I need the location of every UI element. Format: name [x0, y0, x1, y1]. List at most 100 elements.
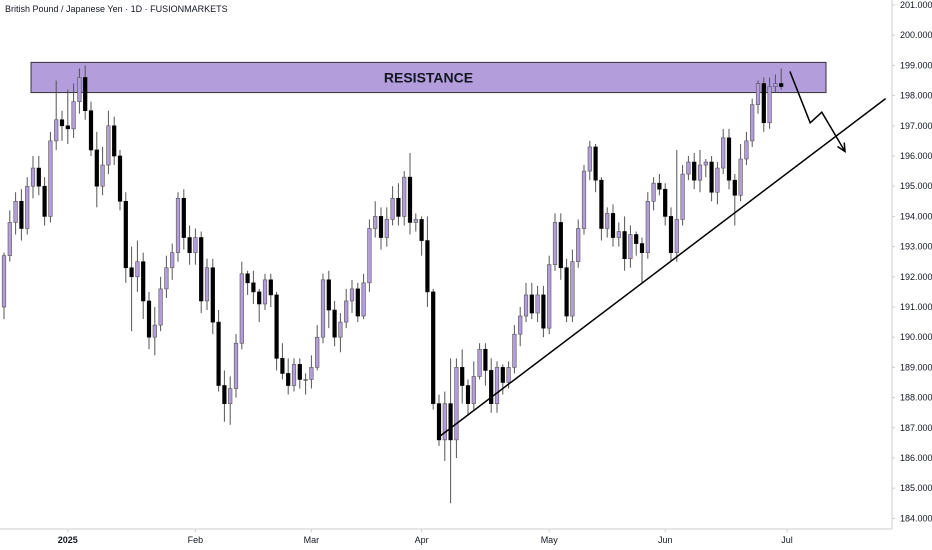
candle-bearish [733, 180, 737, 195]
x-tick-label: Mar [304, 535, 320, 545]
candle-bullish [362, 283, 366, 316]
candle-bearish [408, 177, 412, 222]
y-tick-label: 190.000 [900, 332, 932, 342]
candle-bullish [107, 126, 111, 165]
x-tick-label: Feb [188, 535, 204, 545]
candle-bearish [484, 349, 488, 370]
candle-bullish [750, 105, 754, 141]
candle-bullish [321, 280, 325, 337]
candle-bearish [182, 198, 186, 237]
candle-bearish [66, 126, 70, 129]
x-tick-label: May [541, 535, 559, 545]
candle-bearish [211, 268, 215, 322]
candle-bullish [263, 280, 267, 304]
candle-bearish [20, 201, 24, 228]
candle-bullish [240, 274, 244, 343]
candle-bearish [89, 111, 93, 150]
candle-bearish [431, 292, 435, 404]
candle-bullish [756, 84, 760, 105]
candle-bearish [640, 244, 644, 253]
candle-bearish [623, 232, 627, 259]
y-tick-label: 185.000 [900, 483, 932, 493]
candle-bullish [495, 367, 499, 403]
candle-bearish [275, 295, 279, 358]
y-tick-label: 187.000 [900, 423, 932, 433]
candle-bearish [634, 235, 638, 244]
candle-bullish [228, 389, 232, 404]
candle-bullish [675, 219, 679, 252]
y-tick-label: 198.000 [900, 91, 932, 101]
candle-bullish [101, 165, 105, 186]
y-tick-label: 196.000 [900, 151, 932, 161]
candle-bearish [83, 77, 87, 110]
candle-bullish [234, 343, 238, 388]
candle-bullish [605, 213, 609, 228]
candle-bullish [681, 174, 685, 219]
candle-bullish [339, 322, 343, 337]
candle-bullish [2, 256, 6, 307]
candle-bearish [124, 201, 128, 267]
candle-bearish [594, 147, 598, 180]
candle-bullish [385, 219, 389, 237]
candle-bullish [414, 219, 418, 222]
x-tick-label: 2025 [58, 535, 78, 545]
candle-bearish [327, 280, 331, 310]
candle-bearish [37, 168, 41, 186]
x-tick-label: Jul [781, 535, 793, 545]
candle-bullish [524, 295, 528, 316]
candle-bearish [257, 292, 261, 304]
candle-bullish [136, 262, 140, 277]
candle-bullish [292, 364, 296, 385]
y-tick-label: 199.000 [900, 60, 932, 70]
candle-bullish [547, 265, 551, 328]
candle-bullish [472, 376, 476, 403]
candle-bullish [507, 367, 511, 382]
candle-bearish [269, 280, 273, 295]
candle-bullish [31, 168, 35, 186]
candle-bullish [629, 235, 633, 259]
candle-bullish [176, 198, 180, 252]
candle-bearish [252, 283, 256, 292]
candle-bearish [658, 183, 662, 189]
candle-bullish [704, 162, 708, 165]
candle-bearish [420, 219, 424, 240]
candle-bearish [223, 386, 227, 404]
candle-bullish [716, 168, 720, 192]
candle-bullish [582, 171, 586, 228]
candle-bullish [768, 87, 772, 123]
y-tick-label: 191.000 [900, 302, 932, 312]
y-tick-label: 193.000 [900, 242, 932, 252]
support-trendline [439, 99, 886, 437]
candle-bearish [611, 213, 615, 237]
candle-bullish [513, 334, 517, 367]
candle-bullish [170, 253, 174, 268]
candle-bullish [373, 216, 377, 228]
candle-bearish [501, 367, 505, 382]
candle-bullish [49, 141, 53, 217]
candle-bearish [188, 238, 192, 253]
candle-bullish [165, 268, 169, 289]
candle-bearish [118, 156, 122, 201]
candle-bearish [692, 162, 696, 180]
candle-bearish [286, 373, 290, 385]
candle-bullish [646, 201, 650, 252]
candle-bearish [95, 150, 99, 186]
candle-bullish [14, 201, 18, 222]
candle-bullish [553, 222, 557, 264]
resistance-label: RESISTANCE [384, 69, 473, 85]
candle-bearish [727, 138, 731, 180]
x-tick-label: Apr [415, 535, 429, 545]
candle-bearish [397, 198, 401, 216]
candle-bullish [344, 301, 348, 322]
y-tick-label: 192.000 [900, 272, 932, 282]
candle-bullish [721, 138, 725, 168]
candle-bullish [588, 147, 592, 171]
candle-bullish [518, 316, 522, 334]
candle-bearish [542, 295, 546, 328]
candle-bullish [205, 268, 209, 301]
candle-bullish [8, 222, 12, 255]
candle-bullish [443, 404, 447, 440]
y-tick-label: 194.000 [900, 211, 932, 221]
